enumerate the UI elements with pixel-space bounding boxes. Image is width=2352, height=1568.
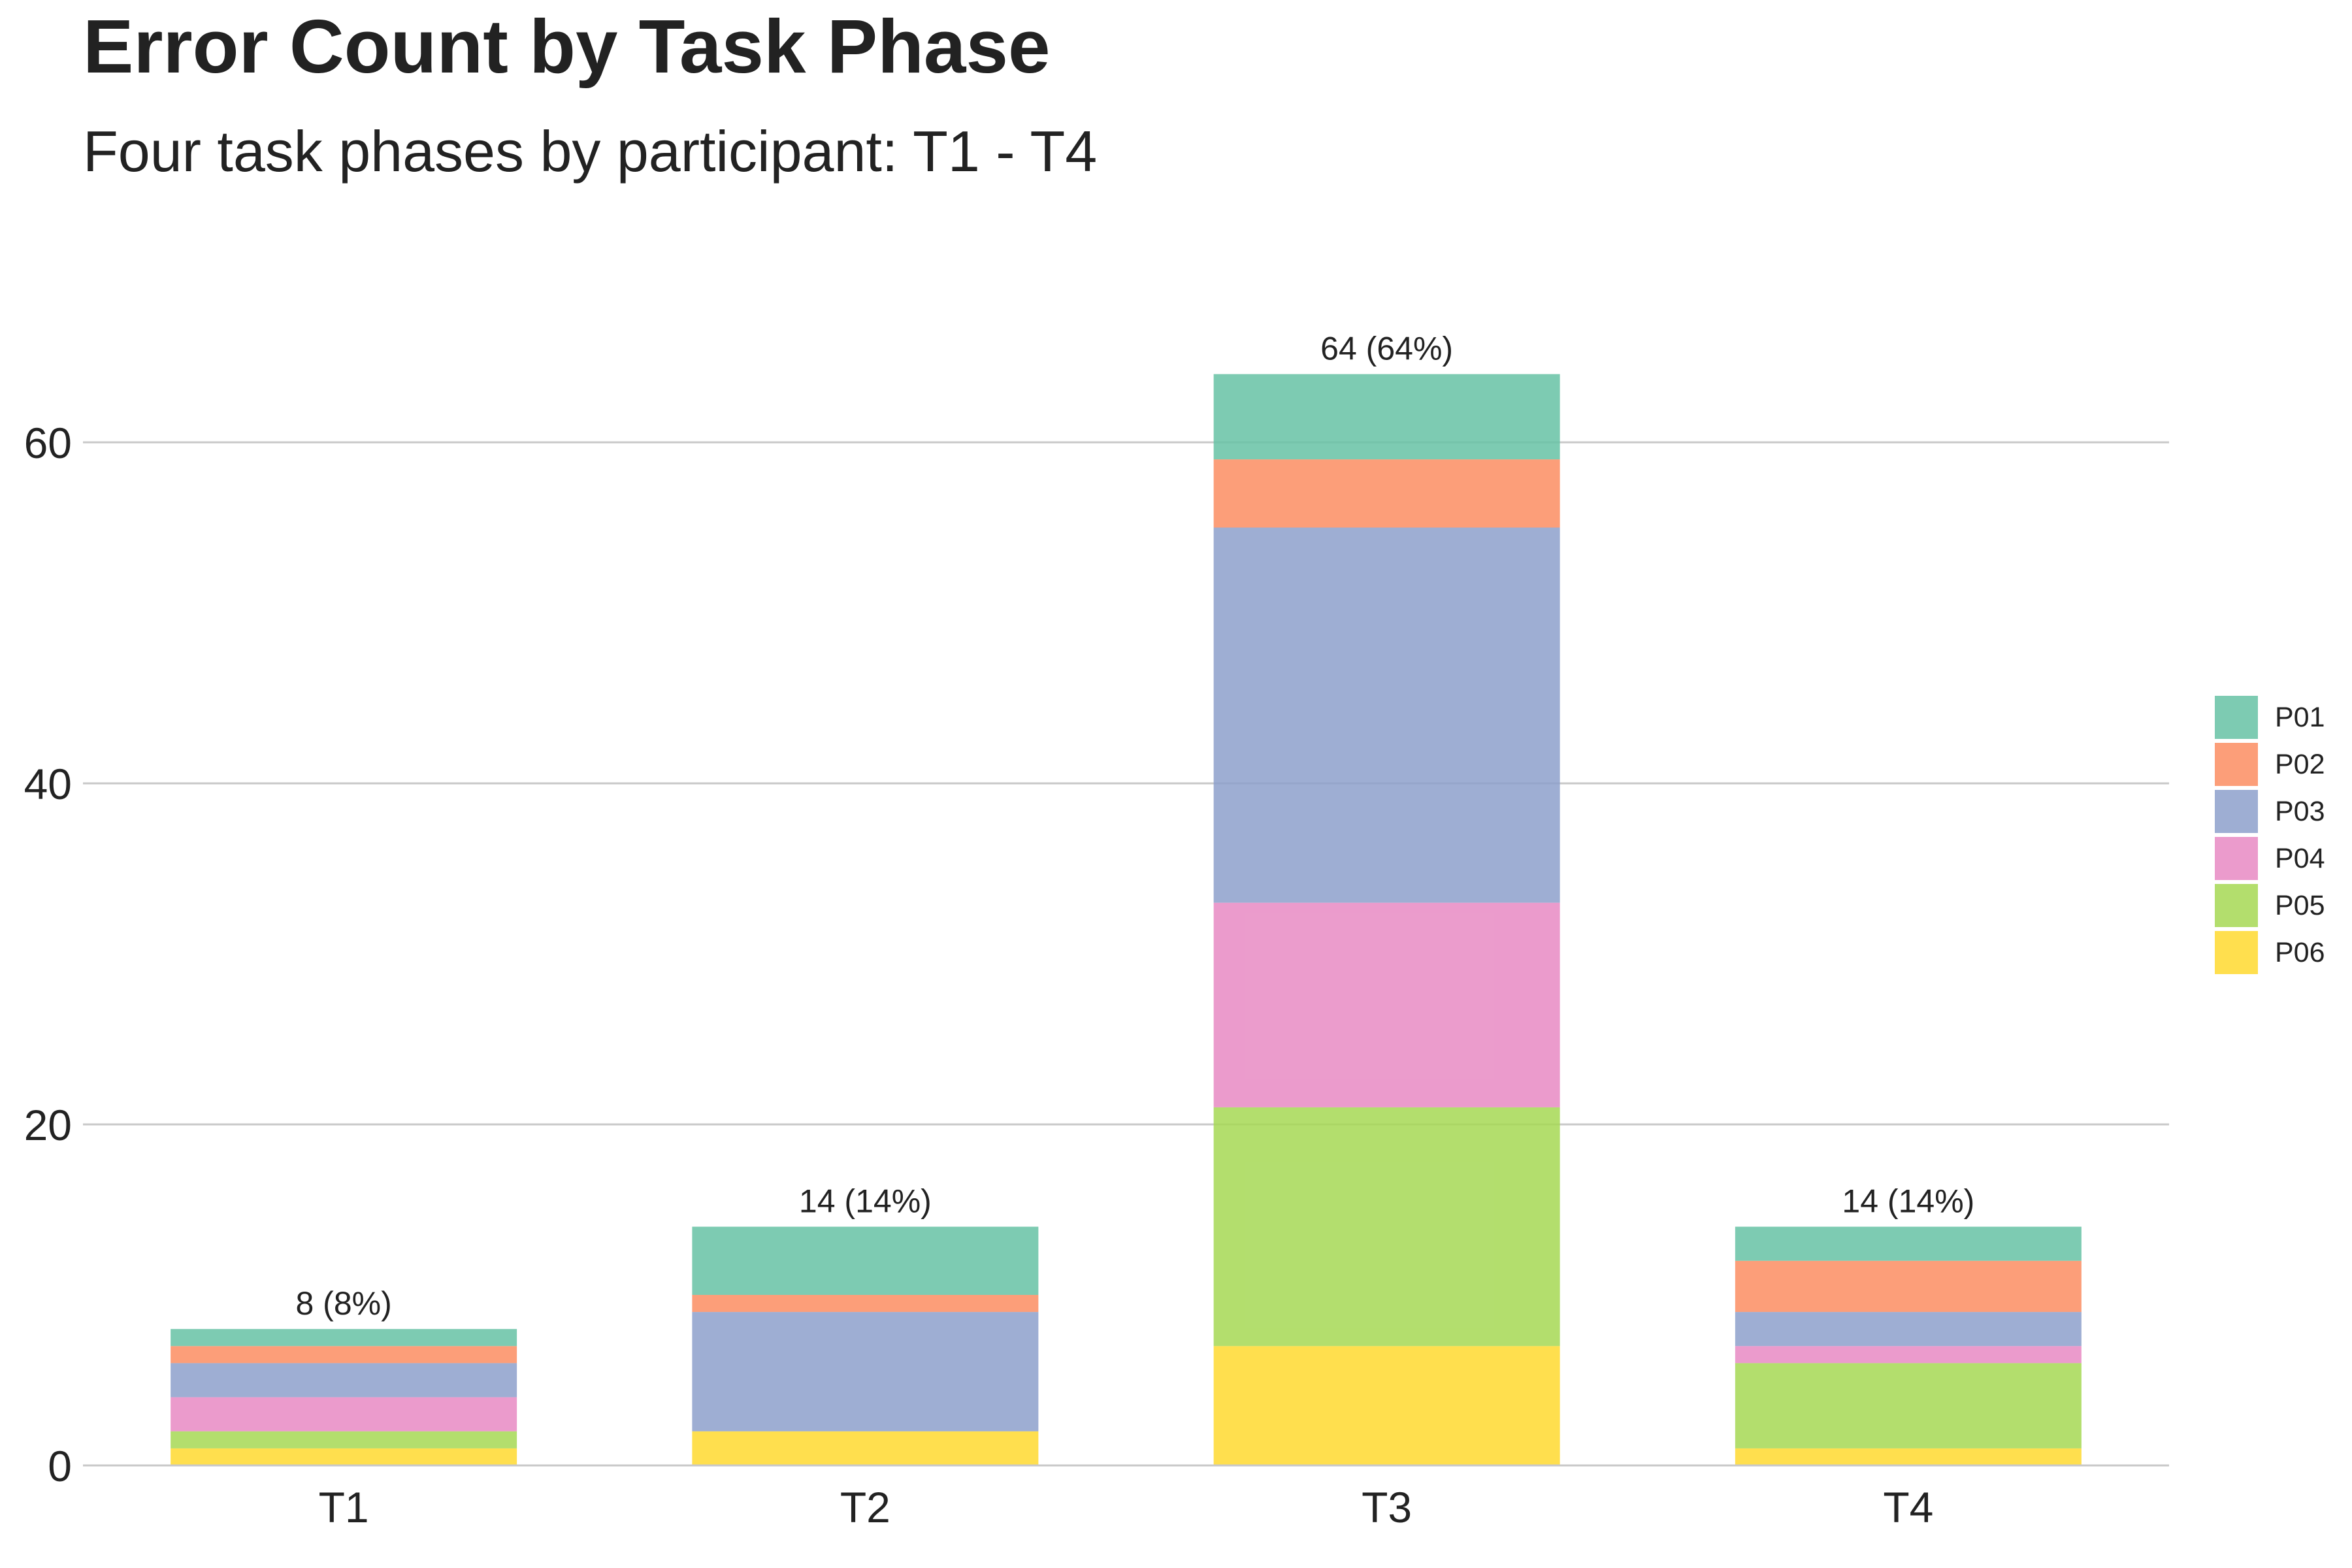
legend-swatch <box>2215 884 2258 927</box>
legend-label: P02 <box>2275 748 2325 780</box>
bar-segment-t1-p06 <box>171 1448 517 1465</box>
total-label-t1: 8 (8%) <box>295 1285 391 1322</box>
x-tick-label-t2: T2 <box>840 1483 890 1531</box>
legend-item-p06: P06 <box>2215 929 2325 976</box>
bar-segment-t1-p03 <box>171 1363 517 1397</box>
legend-label: P06 <box>2275 936 2325 968</box>
legend-item-p04: P04 <box>2215 835 2325 882</box>
legend-item-p02: P02 <box>2215 741 2325 788</box>
bar-segment-t3-p04 <box>1213 902 1560 1107</box>
legend-item-p05: P05 <box>2215 882 2325 929</box>
bar-segment-t4-p05 <box>1735 1363 2082 1448</box>
x-tick-label-t1: T1 <box>319 1483 369 1531</box>
legend-swatch <box>2215 790 2258 833</box>
legend-label: P01 <box>2275 701 2325 733</box>
chart-title: Error Count by Task Phase <box>83 4 1051 89</box>
x-tick-label-t3: T3 <box>1362 1483 1412 1531</box>
x-tick-label-t4: T4 <box>1883 1483 1933 1531</box>
bar-segment-t3-p06 <box>1213 1346 1560 1465</box>
data-labels: 8 (8%) 14 (14%) 64 (64%) 14 (14%) <box>295 331 1974 1322</box>
bars <box>171 374 2082 1465</box>
legend-label: P03 <box>2275 795 2325 827</box>
y-tick-label: 40 <box>24 760 72 808</box>
y-tick-label: 60 <box>24 419 72 467</box>
legend-swatch <box>2215 931 2258 974</box>
bar-segment-t2-p01 <box>692 1226 1039 1295</box>
total-label-t2: 14 (14%) <box>799 1183 932 1220</box>
bar-segment-t2-p06 <box>692 1431 1039 1465</box>
legend-label: P05 <box>2275 889 2325 921</box>
bar-segment-t3-p02 <box>1213 459 1560 528</box>
legend-swatch <box>2215 837 2258 880</box>
total-label-t3: 64 (64%) <box>1320 331 1453 367</box>
bar-segment-t3-p03 <box>1213 527 1560 903</box>
bar-segment-t4-p03 <box>1735 1312 2082 1347</box>
axes: 0 20 40 60 T1 T2 T3 T4 <box>24 419 2169 1531</box>
bar-segment-t1-p05 <box>171 1431 517 1448</box>
bar-segment-t1-p01 <box>171 1329 517 1347</box>
y-tick-label: 0 <box>48 1442 72 1490</box>
bar-segment-t4-p01 <box>1735 1226 2082 1261</box>
bar-segment-t4-p02 <box>1735 1260 2082 1313</box>
legend-item-p01: P01 <box>2215 694 2325 741</box>
bar-segment-t2-p03 <box>692 1312 1039 1431</box>
bar-segment-t3-p05 <box>1213 1107 1560 1347</box>
bar-segment-t4-p06 <box>1735 1448 2082 1465</box>
legend-item-p03: P03 <box>2215 788 2325 835</box>
legend-swatch <box>2215 696 2258 739</box>
bar-segment-t2-p02 <box>692 1295 1039 1313</box>
bar-segment-t4-p04 <box>1735 1346 2082 1364</box>
bar-segment-t1-p02 <box>171 1346 517 1364</box>
y-tick-label: 20 <box>24 1101 72 1149</box>
chart-legend: P01 P02 P03 P04 P05 P06 <box>2215 694 2325 976</box>
bar-segment-t1-p04 <box>171 1397 517 1431</box>
bar-segment-t3-p01 <box>1213 374 1560 460</box>
legend-label: P04 <box>2275 842 2325 874</box>
chart-subtitle: Four task phases by participant: T1 - T4 <box>83 119 1098 184</box>
legend-swatch <box>2215 743 2258 786</box>
total-label-t4: 14 (14%) <box>1842 1183 1974 1220</box>
